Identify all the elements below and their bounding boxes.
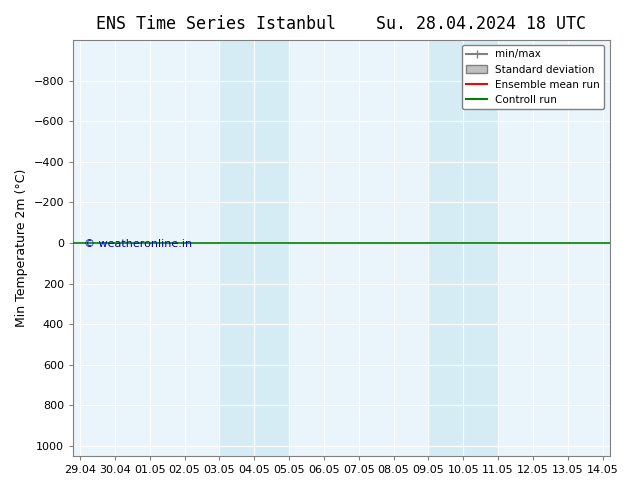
Title: ENS Time Series Istanbul    Su. 28.04.2024 18 UTC: ENS Time Series Istanbul Su. 28.04.2024 … xyxy=(96,15,586,33)
Bar xyxy=(429,40,498,456)
Legend: min/max, Standard deviation, Ensemble mean run, Controll run: min/max, Standard deviation, Ensemble me… xyxy=(462,45,604,109)
Bar xyxy=(219,40,289,456)
Y-axis label: Min Temperature 2m (°C): Min Temperature 2m (°C) xyxy=(15,169,28,327)
Text: © weatheronline.in: © weatheronline.in xyxy=(84,239,192,249)
